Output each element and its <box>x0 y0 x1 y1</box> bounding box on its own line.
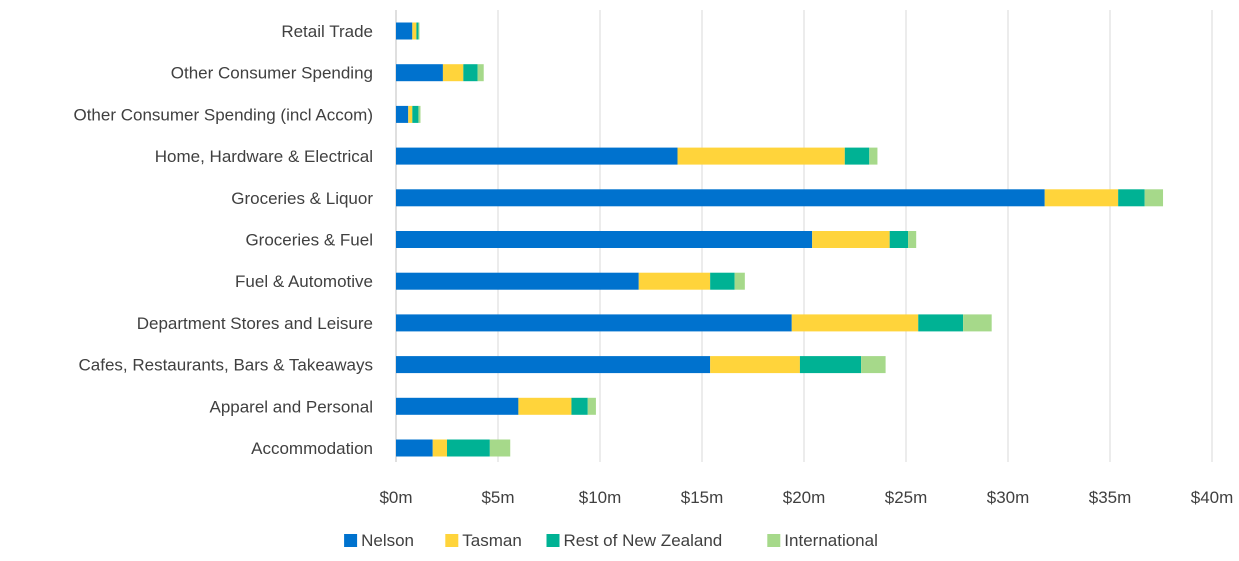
category-label: Groceries & Fuel <box>245 231 373 250</box>
bar-international-accommodation <box>489 439 511 457</box>
legend-swatch-international <box>767 534 781 547</box>
bar-tasman-cafes-restaurants-bars-takeaways <box>710 356 800 374</box>
bar-nelson-home-hardware-electrical <box>396 147 678 165</box>
category-label: Accommodation <box>251 439 373 458</box>
bar-international-fuel-automotive <box>734 272 745 290</box>
bar-nelson-groceries-liquor <box>396 189 1045 207</box>
legend-label-international: International <box>784 531 878 550</box>
bar-nelson-groceries-fuel <box>396 231 813 248</box>
x-tick-label: $20m <box>783 488 826 507</box>
bar-rest-of-new-zealand-other-consumer-spending <box>463 64 478 82</box>
legend: Nelson Tasman Rest of New Zealand Internati… <box>344 531 878 550</box>
bar-tasman-other-consumer-spending <box>442 64 464 82</box>
x-tick-label: $5m <box>481 488 514 507</box>
bar-rest-of-new-zealand-retail-trade <box>416 22 419 40</box>
bar-nelson-apparel-and-personal <box>396 397 519 415</box>
bar-nelson-other-consumer-spending <box>396 64 443 82</box>
bar-international-retail-trade <box>418 22 420 40</box>
bar-rest-of-new-zealand-groceries-fuel <box>889 231 909 248</box>
bar-rest-of-new-zealand-home-hardware-electrical <box>844 147 870 165</box>
category-label: Cafes, Restaurants, Bars & Takeaways <box>79 356 374 375</box>
category-label: Other Consumer Spending (incl Accom) <box>73 105 373 124</box>
bar-nelson-other-consumer-spending-incl-accom <box>396 105 409 123</box>
bars <box>396 22 1164 457</box>
category-label: Groceries & Liquor <box>231 189 373 208</box>
x-axis-tick-labels: $0m $5m $10m $15m $20m $25m $30m $35m $40m <box>379 488 1233 507</box>
x-tick-label: $10m <box>579 488 622 507</box>
x-tick-label: $0m <box>379 488 412 507</box>
legend-swatch-tasman <box>445 534 459 547</box>
bar-rest-of-new-zealand-accommodation <box>447 439 490 457</box>
bar-tasman-department-stores-and-leisure <box>791 314 919 332</box>
category-labels: Retail Trade Other Consumer Spending Other… <box>73 22 373 458</box>
bar-international-cafes-restaurants-bars-takeaways <box>861 356 886 374</box>
category-label: Fuel & Automotive <box>235 272 373 291</box>
x-tick-label: $25m <box>885 488 928 507</box>
legend-swatch-nelson <box>344 534 358 547</box>
bar-nelson-fuel-automotive <box>396 272 639 290</box>
legend-label-rest-of-new-zealand: Rest of New Zealand <box>564 531 723 550</box>
legend-label-nelson: Nelson <box>361 531 414 550</box>
category-label: Apparel and Personal <box>209 397 373 416</box>
bar-rest-of-new-zealand-fuel-automotive <box>710 272 735 290</box>
bar-tasman-home-hardware-electrical <box>677 147 845 165</box>
bar-tasman-retail-trade <box>412 22 417 40</box>
bar-international-home-hardware-electrical <box>869 147 878 165</box>
x-tick-label: $35m <box>1089 488 1132 507</box>
category-label: Home, Hardware & Electrical <box>155 147 373 166</box>
bar-international-other-consumer-spending-incl-accom <box>418 105 421 123</box>
bar-rest-of-new-zealand-cafes-restaurants-bars-takeaways <box>799 356 862 374</box>
bar-rest-of-new-zealand-apparel-and-personal <box>571 397 588 415</box>
category-label: Other Consumer Spending <box>171 64 373 83</box>
bar-nelson-accommodation <box>396 439 433 457</box>
bar-international-groceries-fuel <box>908 231 917 248</box>
bar-tasman-fuel-automotive <box>638 272 711 290</box>
category-label: Retail Trade <box>281 22 373 41</box>
bar-tasman-groceries-liquor <box>1044 189 1119 207</box>
bar-rest-of-new-zealand-groceries-liquor <box>1118 189 1145 207</box>
category-label: Department Stores and Leisure <box>137 314 373 333</box>
x-tick-label: $30m <box>987 488 1030 507</box>
bar-tasman-groceries-fuel <box>812 231 890 248</box>
bar-rest-of-new-zealand-other-consumer-spending-incl-accom <box>412 105 419 123</box>
x-tick-label: $15m <box>681 488 724 507</box>
legend-label-tasman: Tasman <box>462 531 522 550</box>
bar-rest-of-new-zealand-department-stores-and-leisure <box>918 314 964 332</box>
bar-tasman-accommodation <box>432 439 447 457</box>
bar-international-department-stores-and-leisure <box>963 314 992 332</box>
bar-nelson-department-stores-and-leisure <box>396 314 792 332</box>
bar-nelson-retail-trade <box>396 22 413 40</box>
bar-tasman-other-consumer-spending-incl-accom <box>408 105 413 123</box>
bar-international-groceries-liquor <box>1144 189 1164 207</box>
bar-nelson-cafes-restaurants-bars-takeaways <box>396 356 711 374</box>
bar-tasman-apparel-and-personal <box>518 397 572 415</box>
legend-swatch-rest-of-new-zealand <box>546 534 560 547</box>
bar-international-other-consumer-spending <box>477 64 484 82</box>
x-tick-label: $40m <box>1191 488 1234 507</box>
bar-international-apparel-and-personal <box>587 397 596 415</box>
